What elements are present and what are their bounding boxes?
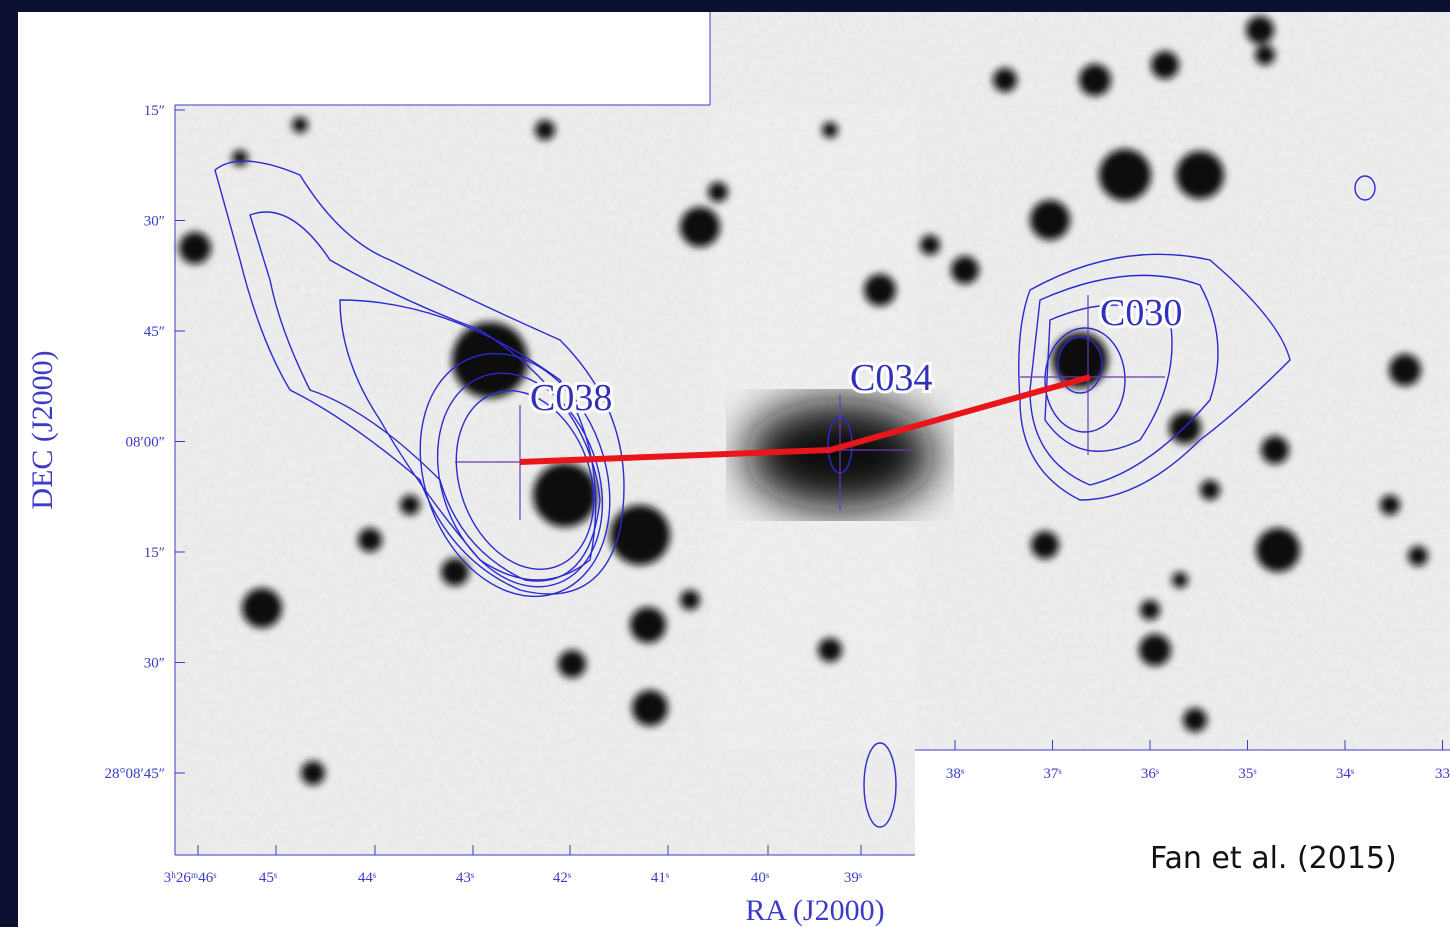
citation: Fan et al. (2015) (1150, 841, 1397, 876)
page: {"figure":{ "ylabel":"DEC (J2000)", "xla… (0, 0, 1450, 927)
x-tick-label: 3ʰ26ᵐ46ˢ (164, 870, 217, 886)
y-tick-label: 45″ (144, 324, 165, 340)
star (400, 495, 420, 515)
x-tick-label: 38ˢ (946, 766, 964, 782)
star (993, 68, 1017, 92)
y-axis-label: DEC (J2000) (26, 350, 59, 509)
star (632, 690, 668, 726)
star (951, 256, 979, 284)
star (358, 528, 382, 552)
star (1408, 546, 1428, 566)
star (1079, 64, 1111, 96)
star (630, 607, 666, 643)
star (1256, 528, 1300, 572)
star (452, 322, 528, 398)
x-tick-label: 42ˢ (553, 870, 571, 886)
star (1246, 16, 1274, 44)
star (242, 588, 282, 628)
star (533, 463, 597, 527)
star (1389, 354, 1421, 386)
x-tick-label: 44ˢ (358, 870, 376, 886)
y-tick-label: 15″ (144, 103, 165, 119)
star (1031, 531, 1059, 559)
slide: C038 C034 C030 DEC (J2000) RA (J2000) Fa… (0, 0, 1450, 927)
star (558, 650, 586, 678)
star (1176, 151, 1224, 199)
star (179, 232, 211, 264)
star (1200, 480, 1220, 500)
x-tick-label: 41ˢ (651, 870, 669, 886)
star (1380, 495, 1400, 515)
source-label: C034 (850, 357, 932, 399)
x-tick-label: 45ˢ (259, 870, 277, 886)
x-tick-label: 35ˢ (1238, 766, 1256, 782)
sky-image (175, 12, 1450, 855)
star (1172, 572, 1188, 588)
x-axis-label: RA (J2000) (745, 894, 884, 927)
star (818, 638, 842, 662)
y-tick-label: 15″ (144, 545, 165, 561)
star (1151, 51, 1179, 79)
source-label: C038 (530, 377, 612, 419)
star (822, 122, 838, 138)
star (301, 761, 325, 785)
source-label: C030 (1100, 292, 1182, 334)
y-tick-label: 28°08′45″ (104, 766, 165, 782)
star (535, 120, 555, 140)
y-tick-label: 30″ (144, 656, 165, 672)
star (1169, 412, 1201, 444)
y-tick-label: 30″ (144, 214, 165, 230)
star (920, 235, 940, 255)
star (708, 182, 728, 202)
star (1183, 708, 1207, 732)
x-tick-label: 40ˢ (751, 870, 769, 886)
star (232, 150, 248, 166)
star (1139, 634, 1171, 666)
star (1261, 436, 1289, 464)
star (680, 590, 700, 610)
x-tick-label: 39ˢ (844, 870, 862, 886)
x-tick-label: 33 (1435, 766, 1450, 782)
star (1255, 45, 1275, 65)
x-tick-label: 37ˢ (1043, 766, 1061, 782)
star (1099, 149, 1151, 201)
star (1140, 600, 1160, 620)
star (680, 207, 720, 247)
x-tick-label: 43ˢ (456, 870, 474, 886)
star (292, 117, 308, 133)
x-tick-label: 36ˢ (1141, 766, 1159, 782)
star (1030, 200, 1070, 240)
x-tick-label: 34ˢ (1336, 766, 1354, 782)
star (864, 274, 896, 306)
y-tick-label: 08′00″ (125, 435, 165, 451)
